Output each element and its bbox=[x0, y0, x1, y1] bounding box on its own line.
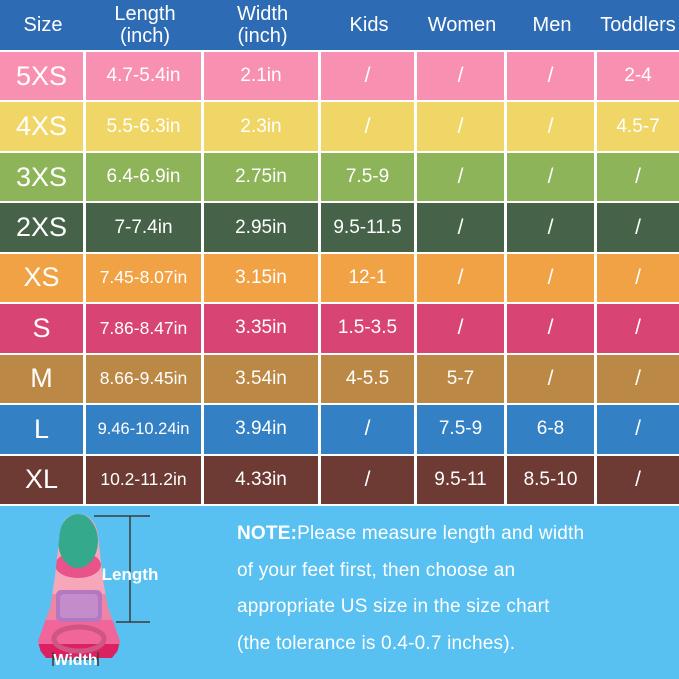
width-measurement: Width bbox=[52, 652, 99, 669]
cell-kids: 1.5-3.5 bbox=[321, 304, 417, 353]
cell-women: / bbox=[417, 152, 507, 202]
cell-size: L bbox=[0, 405, 86, 454]
column-header: Size bbox=[23, 13, 63, 36]
table-row: S 7.86-8.47in 3.35in 1.5-3.5// / bbox=[0, 302, 679, 353]
cell-size: 3XS bbox=[0, 152, 86, 202]
note-line: (the tolerance is 0.4-0.7 inches). bbox=[237, 632, 516, 654]
table-row: 3XS 6.4-6.9in 2.75in 7.5-9// / bbox=[0, 150, 679, 202]
cell-width: 3.15in bbox=[204, 253, 321, 303]
cell-size: S bbox=[0, 304, 86, 353]
cell-men: / bbox=[507, 304, 597, 353]
cell-length: 7.45-8.07in bbox=[86, 253, 204, 303]
table-row: L 9.46-10.24in 3.94in/7.5-9 6-8/ bbox=[0, 403, 679, 454]
cell-women: / bbox=[417, 304, 507, 353]
cell-toddlers: 2-4 bbox=[624, 65, 652, 87]
column-header: Length (inch) bbox=[114, 2, 176, 47]
note-line: NOTE:Please measure length and width bbox=[237, 523, 585, 544]
table-header-row: Size Length (inch) Width (inch) Kids Women Men T… bbox=[0, 0, 679, 50]
table-row: 2XS 7-7.4in 2.95in 9.5-11.5// / bbox=[0, 201, 679, 252]
column-header: Kids bbox=[349, 13, 389, 36]
column-header: Women bbox=[427, 13, 497, 36]
column-header: Toddlers bbox=[600, 13, 676, 36]
size-chart-table: Size Length (inch) Width (inch) Kids Women Men T… bbox=[0, 0, 679, 504]
column-header: Men bbox=[532, 13, 572, 36]
width-label: Width bbox=[53, 652, 97, 669]
cell-kids: / bbox=[321, 102, 417, 151]
cell-width: 3.35in bbox=[204, 304, 321, 353]
cell-width: 2.95in bbox=[204, 203, 321, 252]
cell-toddlers: / bbox=[635, 165, 641, 189]
cell-women: / bbox=[417, 253, 507, 303]
cell-width: 2.1in bbox=[204, 52, 321, 101]
length-label: Length bbox=[102, 565, 159, 584]
cell-toddlers: / bbox=[635, 316, 641, 340]
cell-men: 8.5-10 bbox=[507, 455, 597, 504]
bottom-panel: Length Width NOTE:Please measure length … bbox=[0, 504, 679, 679]
cell-toddlers: / bbox=[635, 417, 641, 441]
table-row: 4XS 5.5-6.3in 2.3in / //4.5-7 bbox=[0, 100, 679, 151]
note-line: of your feet first, then choose an bbox=[237, 559, 516, 581]
cell-kids: / bbox=[321, 52, 417, 101]
cell-toddlers: / bbox=[635, 467, 641, 491]
cell-men: / bbox=[507, 354, 597, 404]
cell-women: / bbox=[417, 203, 507, 252]
cell-kids: 12-1 bbox=[321, 253, 417, 303]
cell-toddlers: / bbox=[635, 215, 641, 239]
cell-men: / bbox=[507, 102, 597, 151]
cell-size: 5XS bbox=[0, 52, 86, 101]
note-text: NOTE:Please measure length and width of y… bbox=[237, 516, 667, 662]
cell-width: 3.94in bbox=[204, 405, 321, 454]
cell-size: 2XS bbox=[0, 203, 86, 252]
cell-size: XS bbox=[0, 253, 86, 303]
note-label: NOTE: bbox=[237, 523, 298, 544]
fin-foot-strap bbox=[51, 624, 107, 654]
cell-width: 3.54in bbox=[204, 354, 321, 404]
cell-kids: 9.5-11.5 bbox=[321, 203, 417, 252]
cell-size: M bbox=[0, 354, 86, 404]
cell-women: / bbox=[417, 102, 507, 151]
cell-kids: / bbox=[321, 455, 417, 504]
cell-kids: / bbox=[321, 405, 417, 454]
cell-toddlers: / bbox=[635, 265, 641, 289]
cell-women: / bbox=[417, 52, 507, 101]
cell-toddlers: / bbox=[635, 366, 641, 390]
cell-kids: 7.5-9 bbox=[321, 152, 417, 202]
fin-toe-pocket bbox=[58, 514, 98, 568]
table-body: 5XS 4.7-5.4in 2.1in / //2-4 4XS 5.5-6.3in 2.3in… bbox=[0, 50, 679, 504]
cell-toddlers: 4.5-7 bbox=[616, 115, 660, 137]
cell-women: 5-7 bbox=[417, 354, 507, 404]
cell-men: / bbox=[507, 52, 597, 101]
cell-length: 7-7.4in bbox=[86, 203, 204, 252]
table-row: M 8.66-9.45in 3.54in 4-5.5 5-7// bbox=[0, 352, 679, 404]
cell-width: 2.75in bbox=[204, 152, 321, 202]
length-measurement: Length bbox=[94, 515, 159, 623]
cell-width: 2.3in bbox=[204, 102, 321, 151]
cell-length: 10.2-11.2in bbox=[86, 455, 204, 504]
cell-size: 4XS bbox=[0, 102, 86, 151]
cell-size: XL bbox=[0, 455, 86, 504]
cell-women: 7.5-9 bbox=[417, 405, 507, 454]
cell-men: / bbox=[507, 203, 597, 252]
cell-length: 4.7-5.4in bbox=[86, 52, 204, 101]
cell-length: 7.86-8.47in bbox=[86, 304, 204, 353]
cell-men: / bbox=[507, 152, 597, 202]
fin-illustration: Length Width bbox=[18, 508, 223, 679]
cell-women: 9.5-11 bbox=[417, 455, 507, 504]
note-line: appropriate US size in the size chart bbox=[237, 596, 550, 617]
cell-length: 5.5-6.3in bbox=[86, 102, 204, 151]
cell-men: 6-8 bbox=[507, 405, 597, 454]
cell-length: 8.66-9.45in bbox=[86, 354, 204, 404]
cell-men: / bbox=[507, 253, 597, 303]
cell-width: 4.33in bbox=[204, 455, 321, 504]
table-row: XL 10.2-11.2in 4.33in/9.5-11 8.5-10/ bbox=[0, 453, 679, 504]
table-row: XS 7.45-8.07in 3.15in 12-1// / bbox=[0, 251, 679, 303]
cell-length: 9.46-10.24in bbox=[86, 405, 204, 454]
table-row: 5XS 4.7-5.4in 2.1in / //2-4 bbox=[0, 50, 679, 101]
cell-kids: 4-5.5 bbox=[321, 354, 417, 404]
column-header: Width (inch) bbox=[236, 2, 289, 47]
cell-length: 6.4-6.9in bbox=[86, 152, 204, 202]
